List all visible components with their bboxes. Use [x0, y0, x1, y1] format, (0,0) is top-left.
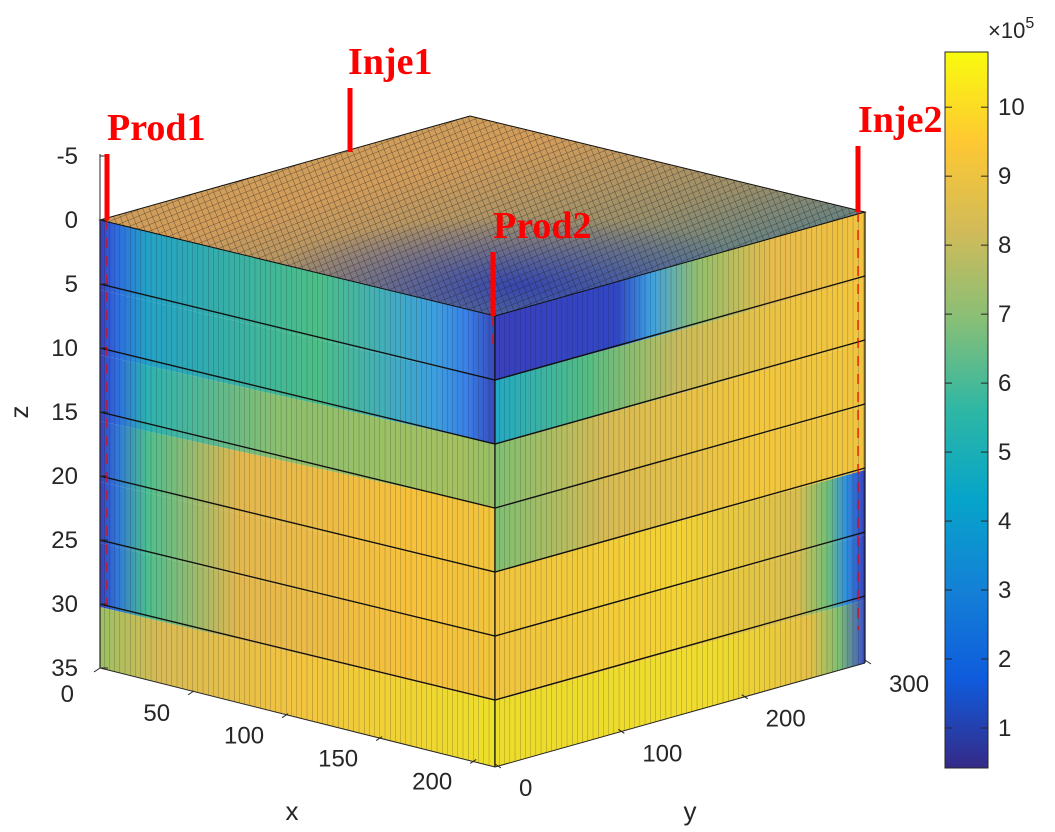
y-tick-label: 300 [889, 671, 929, 698]
x-tick-label: 100 [224, 723, 264, 750]
z-tick-label: 0 [65, 207, 78, 234]
y-axis-label: y [684, 796, 697, 826]
x-tick-label: 150 [318, 746, 358, 773]
z-tick-label: 20 [51, 463, 78, 490]
x-tick-mark [188, 691, 194, 695]
colorbar-exponent: ×105 [988, 15, 1034, 43]
colorbar-exponent-power: 5 [1025, 15, 1034, 32]
x-tick-label: 200 [412, 768, 452, 795]
well-label: Prod2 [493, 205, 592, 247]
colorbar-exponent-base: ×10 [988, 18, 1025, 43]
well-label: Prod1 [107, 107, 206, 149]
colorbar-tick-label: 6 [998, 370, 1011, 397]
x-axis-label: x [286, 796, 299, 826]
well-inje2: Inje2 [858, 99, 942, 630]
colorbar-tick-label: 8 [998, 232, 1011, 259]
x-tick-label: 0 [61, 681, 74, 708]
colorbar-tick-label: 3 [998, 577, 1011, 604]
y-tick-label: 100 [642, 740, 682, 767]
z-tick-label: 5 [65, 271, 78, 298]
y-tick-label: 0 [519, 775, 532, 802]
z-axis-label: z [4, 406, 34, 419]
y-tick-mark [865, 660, 871, 664]
z-tick-label: 30 [51, 591, 78, 618]
z-axis: -5 0 5 10 15 20 25 30 35 z [4, 143, 108, 682]
y-tick-label: 200 [766, 706, 806, 733]
z-tick-label: 25 [51, 527, 78, 554]
well-label: Inje2 [858, 99, 942, 141]
colorbar-tick-label: 4 [998, 508, 1011, 535]
colorbar-gradient [945, 52, 988, 768]
z-tick-label: 10 [51, 335, 78, 362]
reservoir-block [100, 116, 865, 767]
x-tick-label: 50 [143, 700, 170, 727]
z-tick-label: 35 [51, 655, 78, 682]
colorbar-tick-label: 5 [998, 439, 1011, 466]
colorbar-tick-label: 1 [998, 715, 1011, 742]
well-label: Inje1 [348, 41, 432, 83]
z-tick-label: -5 [57, 143, 78, 170]
colorbar-tick-label: 9 [998, 163, 1011, 190]
colorbar-tick-label: 7 [998, 301, 1011, 328]
x-tick-mark [94, 668, 100, 672]
colorbar-tick-label: 2 [998, 646, 1011, 673]
colorbar-tick-label: 10 [998, 94, 1025, 121]
z-tick-label: 15 [51, 399, 78, 426]
